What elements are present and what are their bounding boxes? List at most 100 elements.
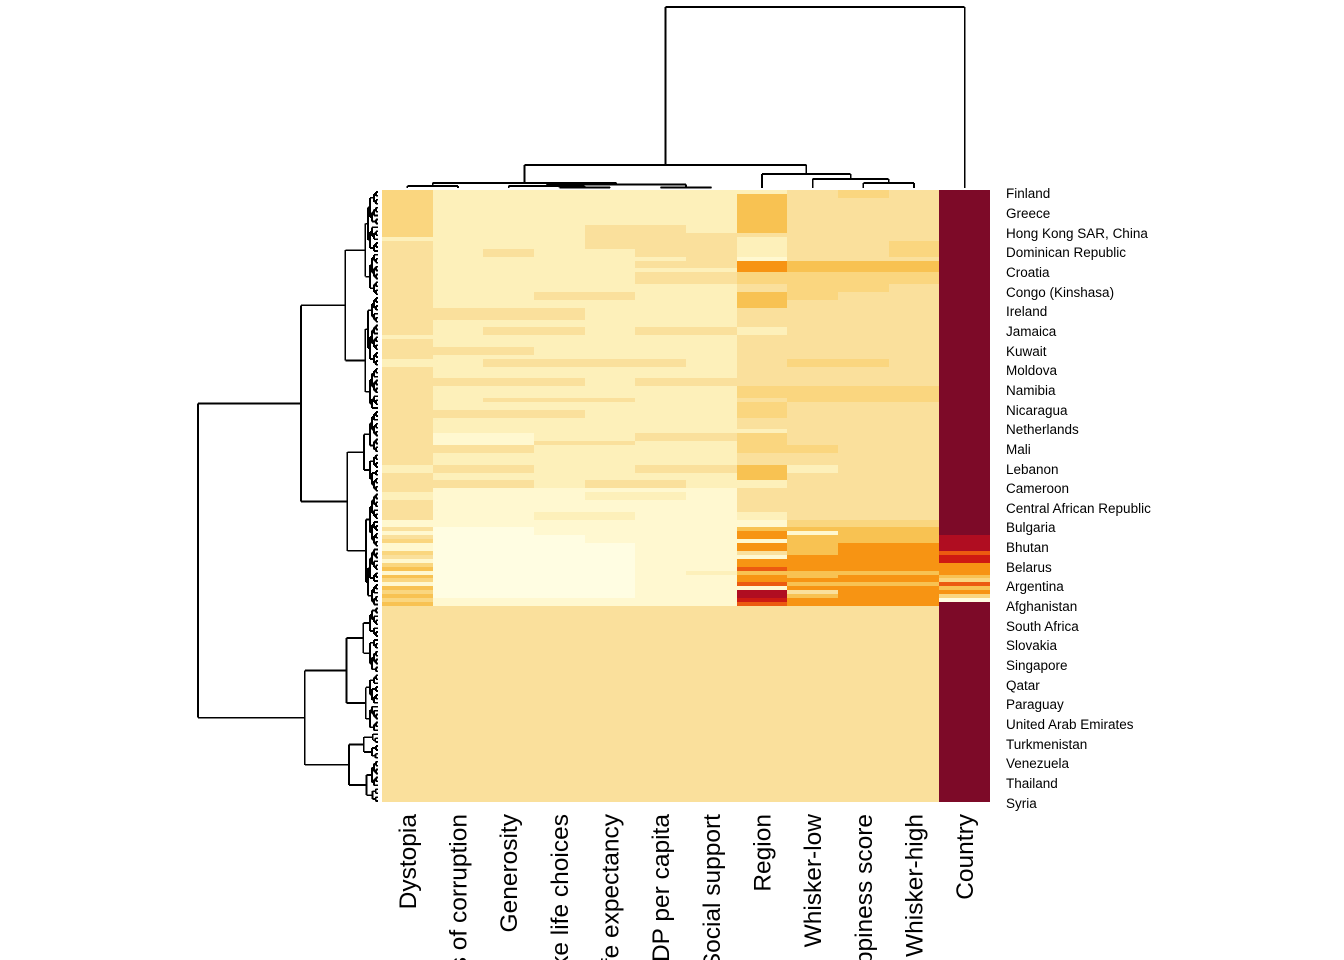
heatmap-cell [686, 409, 737, 418]
heatmap-cell [686, 578, 737, 583]
heatmap-cell [686, 248, 737, 257]
heatmap-cell [483, 366, 534, 379]
heatmap-cell [483, 574, 534, 579]
heatmap-cell [584, 346, 636, 355]
heatmap-cell [838, 401, 889, 410]
heatmap-cell [787, 397, 838, 402]
heatmap-cell [635, 570, 686, 575]
heatmap-cell [382, 499, 433, 512]
heatmap-band [382, 272, 990, 285]
heatmap-band [382, 445, 990, 453]
heatmap-cell [635, 366, 686, 379]
heatmap-cell [382, 233, 433, 238]
heatmap-cell [939, 519, 990, 528]
heatmap-cell [534, 366, 585, 379]
heatmap-cell [382, 378, 433, 387]
heatmap-cell [736, 433, 788, 442]
heatmap-cell [584, 193, 636, 198]
heatmap-cell [635, 327, 686, 336]
heatmap-cell [584, 531, 636, 536]
heatmap-cell [838, 378, 889, 387]
heatmap-cell [787, 441, 838, 446]
column-label: Whisker-low [800, 814, 827, 948]
heatmap-cell [888, 256, 940, 261]
heatmap-cell [382, 574, 433, 579]
heatmap-cell [787, 237, 838, 242]
heatmap-cell [888, 433, 940, 442]
heatmap-cell [382, 386, 433, 398]
heatmap-cell [432, 378, 484, 387]
heatmap-cell [483, 237, 534, 242]
heatmap-cell [838, 299, 889, 308]
heatmap-band [382, 527, 990, 532]
heatmap-cell [382, 397, 433, 402]
heatmap-cell [483, 590, 534, 595]
heatmap-cell [736, 598, 788, 602]
row-label: Paraguay [1006, 697, 1064, 713]
heatmap-cell [888, 566, 940, 571]
heatmap-cell [483, 346, 534, 355]
heatmap-cell [382, 268, 433, 273]
heatmap-cell [382, 492, 433, 500]
row-label: Croatia [1006, 265, 1050, 281]
heatmap-band [382, 417, 990, 430]
heatmap-cell [838, 492, 889, 500]
heatmap-cell [787, 492, 838, 500]
heatmap-cell [787, 590, 838, 595]
heatmap-cell [686, 492, 737, 500]
heatmap-cell [888, 527, 940, 532]
heatmap-cell [787, 558, 838, 563]
heatmap-cell [736, 550, 788, 555]
heatmap-cell [432, 550, 484, 555]
heatmap-cell [838, 480, 889, 489]
heatmap-cell [939, 327, 990, 336]
heatmap-cell [584, 248, 636, 257]
heatmap-cell [838, 554, 889, 559]
heatmap-band [382, 539, 990, 544]
heatmap-cell [838, 527, 889, 532]
heatmap-cell [635, 519, 686, 528]
row-label: Congo (Kinshasa) [1006, 284, 1115, 300]
heatmap-cell [838, 339, 889, 347]
heatmap-cell [838, 190, 889, 194]
heatmap-cell [483, 417, 534, 430]
heatmap-cell [838, 319, 889, 328]
heatmap-cell [736, 386, 788, 398]
heatmap-cell [584, 256, 636, 261]
heatmap-cell [888, 562, 940, 567]
heatmap-cell [838, 598, 889, 602]
heatmap-cell [584, 543, 636, 551]
column-label: Healthy life expectancy [598, 813, 625, 960]
heatmap-cell [787, 190, 838, 194]
heatmap-cell [888, 480, 940, 489]
row-label: Belarus [1006, 559, 1052, 575]
heatmap-cell [635, 284, 686, 293]
heatmap-cell [584, 339, 636, 347]
heatmap-cell [736, 445, 788, 453]
heatmap-cell [635, 452, 686, 465]
heatmap-cell [432, 256, 484, 261]
heatmap-cell [432, 292, 484, 300]
heatmap-cell [686, 574, 737, 579]
heatmap-cell [686, 562, 737, 567]
heatmap-cell [635, 190, 686, 194]
heatmap-cell [432, 299, 484, 308]
heatmap-cell [736, 570, 788, 575]
row-label: Hong Kong SAR, China [1006, 225, 1148, 241]
heatmap-cell [432, 499, 484, 512]
heatmap-cell [534, 256, 585, 261]
heatmap-cell [584, 472, 636, 481]
heatmap-cell [787, 452, 838, 465]
heatmap-cell [736, 397, 788, 402]
column-label: Dystopia [395, 814, 422, 910]
heatmap-cell [432, 409, 484, 418]
heatmap-cell [787, 307, 838, 320]
heatmap-cell [939, 417, 990, 430]
heatmap-cell [534, 554, 585, 559]
heatmap-cell [787, 464, 838, 473]
heatmap-cell [534, 511, 585, 520]
heatmap-cell [584, 197, 636, 226]
heatmap-cell [939, 354, 990, 359]
heatmap-cell [483, 543, 534, 551]
heatmap-band [382, 562, 990, 567]
